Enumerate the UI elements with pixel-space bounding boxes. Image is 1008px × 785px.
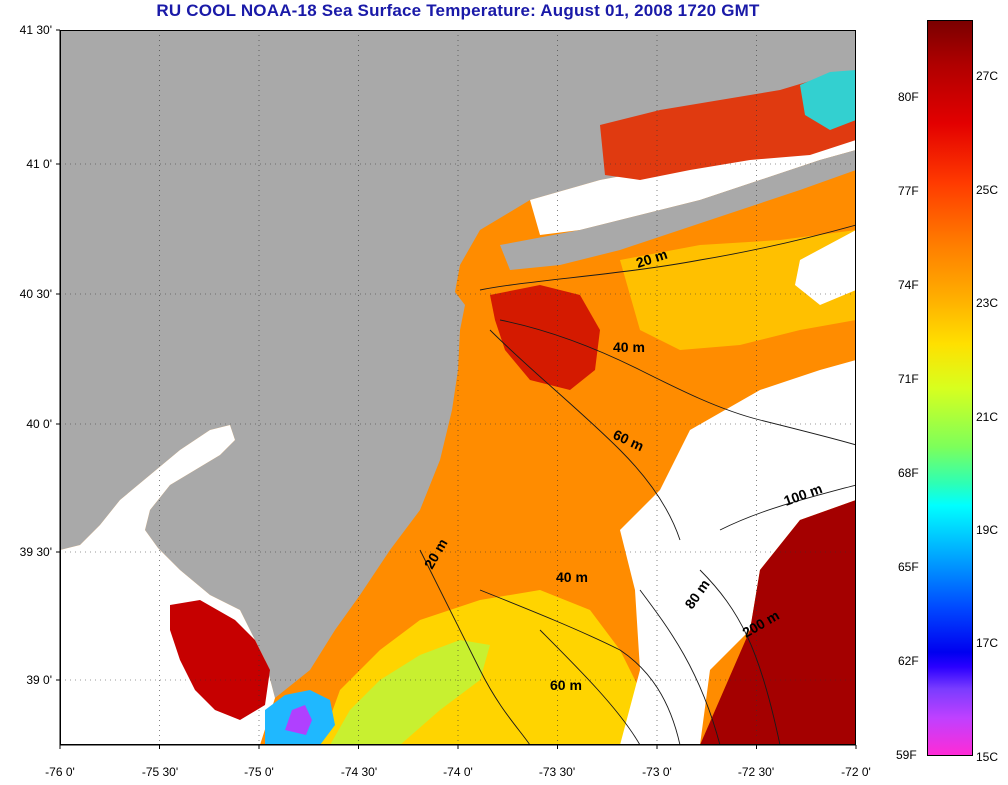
lon-label: -72 30' xyxy=(737,765,775,779)
sst-map: 20 m 40 m 60 m 100 m 20 m 40 m 60 m 80 m… xyxy=(60,30,856,745)
colorbar-f-label: 74F xyxy=(898,278,919,292)
colorbar-f-label: 62F xyxy=(898,654,919,668)
ocean-yellow-east xyxy=(620,230,856,350)
lat-label: 39 30' xyxy=(19,545,52,559)
delaware-bay-warm xyxy=(170,600,270,720)
lat-label: 41 0' xyxy=(26,157,52,171)
colorbar-f-label: 65F xyxy=(898,560,919,574)
lat-label: 41 30' xyxy=(19,23,52,37)
lon-label: -75 30' xyxy=(141,765,179,779)
lat-label: 39 0' xyxy=(26,673,52,687)
lon-label: -74 0' xyxy=(443,765,473,779)
map-title: RU COOL NOAA-18 Sea Surface Temperature:… xyxy=(156,1,760,20)
colorbar-c-label: 27C xyxy=(976,69,999,83)
lon-label: -73 30' xyxy=(538,765,576,779)
colorbar-c-label: 17C xyxy=(976,636,999,650)
contour-label: 60 m xyxy=(550,677,582,693)
colorbar-c-label: 21C xyxy=(976,410,999,424)
colorbar-f-label: 68F xyxy=(898,466,919,480)
bathymetry-contours xyxy=(419,224,856,745)
lat-label: 40 0' xyxy=(26,417,52,431)
cloud-ne xyxy=(795,230,856,305)
sound-cool xyxy=(800,70,856,130)
colorbar-f-label: 77F xyxy=(898,184,919,198)
colorbar-f-label: 59F xyxy=(896,748,917,762)
axis-ticks xyxy=(56,29,857,749)
lon-label: -73 0' xyxy=(642,765,672,779)
lon-label: -76 0' xyxy=(45,765,75,779)
colorbar-c-label: 15C xyxy=(976,750,999,764)
temperature-colorbar xyxy=(927,20,973,756)
contour-label: 40 m xyxy=(613,339,645,355)
offshore-cloud xyxy=(620,360,856,745)
ocean-red-north xyxy=(490,285,600,390)
ocean-green-south xyxy=(330,640,490,745)
cold-core xyxy=(285,705,312,735)
colorbar-c-label: 25C xyxy=(976,183,999,197)
lat-label: 40 30' xyxy=(19,287,52,301)
lon-label: -75 0' xyxy=(244,765,274,779)
colorbar-f-label: 71F xyxy=(898,372,919,386)
colorbar-c-label: 23C xyxy=(976,296,999,310)
long-island xyxy=(500,150,856,270)
colorbar-f-label: 80F xyxy=(898,90,919,104)
gulf-stream-warm xyxy=(700,500,856,745)
sound-warm xyxy=(600,70,856,180)
lon-label: -74 30' xyxy=(340,765,378,779)
long-island-sound xyxy=(530,80,856,235)
lon-label: -72 0' xyxy=(841,765,871,779)
colorbar-c-label: 19C xyxy=(976,523,999,537)
contour-label: 40 m xyxy=(556,569,588,585)
